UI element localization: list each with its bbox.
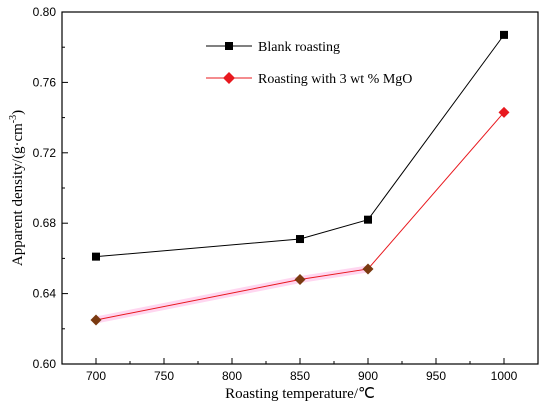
y-axis-title-main: Apparent density/(g·cm bbox=[10, 123, 26, 266]
y-tick-label: 0.64 bbox=[33, 287, 57, 301]
legend: Blank roasting Roasting with 3 wt % MgO bbox=[206, 40, 412, 87]
y-tick-label: 0.80 bbox=[33, 5, 57, 19]
x-tick-label: 900 bbox=[358, 369, 378, 383]
x-axis-title: Roasting temperature/℃ bbox=[225, 386, 375, 402]
y-axis-title-sup: -3 bbox=[8, 115, 19, 123]
series-line-0 bbox=[95, 34, 505, 258]
y-axis-title-close: ) bbox=[10, 110, 26, 115]
legend-marker-blank bbox=[225, 42, 233, 50]
axis-ticks: 700 750 800 850 900 950 1000 0.60 0.64 0.68 0.72 0.… bbox=[33, 5, 518, 383]
data-point bbox=[362, 263, 374, 275]
data-point bbox=[294, 274, 306, 286]
x-tick-label: 800 bbox=[222, 369, 242, 383]
legend-label-mgo: Roasting with 3 wt % MgO bbox=[258, 72, 412, 87]
y-tick-label: 0.60 bbox=[33, 357, 57, 371]
data-point bbox=[364, 215, 372, 224]
y-tick-label: 0.76 bbox=[33, 75, 57, 89]
y-tick-label: 0.72 bbox=[33, 146, 57, 160]
legend-label-blank: Blank roasting bbox=[258, 40, 340, 55]
data-point bbox=[500, 30, 508, 39]
x-tick-label: 850 bbox=[290, 369, 310, 383]
y-tick-label: 0.68 bbox=[33, 216, 57, 230]
x-tick-label: 700 bbox=[86, 369, 106, 383]
x-tick-label: 950 bbox=[426, 369, 446, 383]
data-point bbox=[90, 314, 102, 326]
data-point bbox=[92, 252, 100, 261]
series-layer bbox=[90, 30, 510, 326]
x-tick-label: 1000 bbox=[491, 369, 518, 383]
series-line-1 bbox=[95, 111, 505, 321]
legend-marker-mgo bbox=[223, 72, 235, 84]
y-axis-title: Apparent density/(g·cm-3) bbox=[8, 110, 26, 266]
x-tick-label: 750 bbox=[154, 369, 174, 383]
data-point bbox=[498, 106, 510, 118]
data-point bbox=[296, 235, 304, 244]
